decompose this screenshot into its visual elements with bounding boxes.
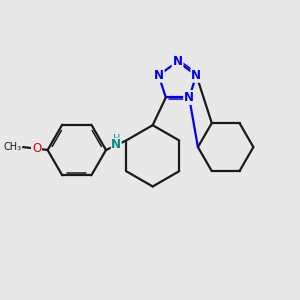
Text: H: H	[112, 134, 120, 144]
Text: N: N	[172, 55, 182, 68]
Text: N: N	[111, 138, 121, 151]
Text: O: O	[32, 142, 41, 155]
Text: N: N	[154, 69, 164, 82]
Text: N: N	[191, 69, 201, 82]
Text: N: N	[184, 91, 194, 104]
Text: CH₃: CH₃	[4, 142, 22, 152]
